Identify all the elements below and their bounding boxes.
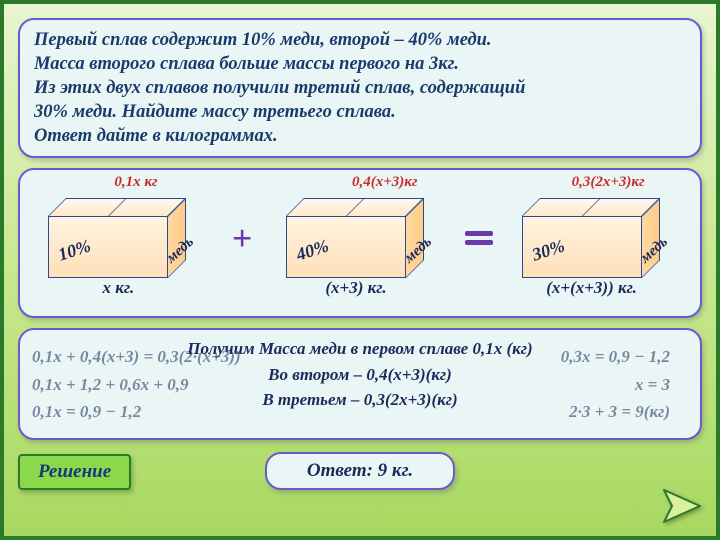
mass-label: (x+3) кг. <box>286 278 426 298</box>
copper-mass-label: 0,4(x+3)кг <box>352 174 417 191</box>
problem-line: Ответ дайте в килограммах. <box>34 124 686 148</box>
solution-label: Решение <box>18 454 131 490</box>
problem-line: Из этих двух сплавов получили третий спл… <box>34 76 686 100</box>
diagram-panel: 0,1x кг 10% медь x кг. + 0,4(x+3)кг 40% … <box>18 168 702 318</box>
mass-label: (x+(x+3)) кг. <box>522 278 662 298</box>
equation: 0,1x + 0,4(x+3) = 0,3(2·(x+3)) <box>32 343 241 370</box>
problem-line: Масса второго сплава больше массы первог… <box>34 52 686 76</box>
next-button[interactable] <box>660 486 704 526</box>
equation: x = 3 <box>561 371 670 398</box>
problem-line: Первый сплав содержит 10% меди, второй –… <box>34 28 686 52</box>
equals-icon <box>465 231 493 245</box>
equations-overlay: 0,1x + 0,4(x+3) = 0,3(2·(x+3)) 0,1x + 1,… <box>20 330 700 438</box>
equation: 0,1x + 1,2 + 0,6x + 0,9 <box>32 371 241 398</box>
footer-row: Решение Ответ: 9 кг. <box>18 452 702 490</box>
problem-panel: Первый сплав содержит 10% меди, второй –… <box>18 18 702 158</box>
alloy-block-2: 0,4(x+3)кг 40% медь (x+3) кг. <box>286 178 436 308</box>
slide-frame: Первый сплав содержит 10% меди, второй –… <box>0 0 720 540</box>
mass-label: x кг. <box>48 278 188 298</box>
copper-mass-label: 0,1x кг <box>114 174 157 191</box>
problem-line: 30% меди. Найдите массу третьего сплава. <box>34 100 686 124</box>
solution-panel: Получим Масса меди в первом сплаве 0,1x … <box>18 328 702 440</box>
alloy-block-3: 0,3(2x+3)кг 30% медь (x+(x+3)) кг. <box>522 178 672 308</box>
alloy-block-1: 0,1x кг 10% медь x кг. <box>48 178 198 308</box>
answer-box: Ответ: 9 кг. <box>265 452 455 490</box>
plus-icon: + <box>227 217 257 259</box>
equation: 2·3 + 3 = 9(кг) <box>561 398 670 425</box>
equation: 0,3x = 0,9 − 1,2 <box>561 343 670 370</box>
next-arrow-icon <box>662 488 702 524</box>
copper-mass-label: 0,3(2x+3)кг <box>572 174 645 191</box>
equation: 0,1x = 0,9 − 1,2 <box>32 398 241 425</box>
